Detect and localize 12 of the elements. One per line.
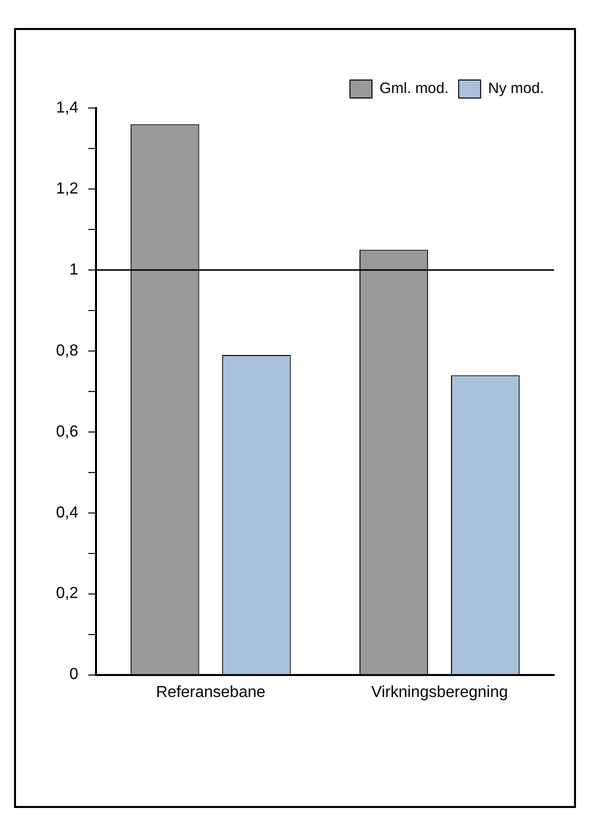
y-tick-label: 1,4 xyxy=(56,99,78,116)
x-tick-label: Referansebane xyxy=(156,684,266,701)
y-tick-label: 1,2 xyxy=(56,180,78,198)
legend-label: Ny mod. xyxy=(488,80,544,98)
y-tick-label: 1 xyxy=(69,261,78,278)
x-tick-label: Virkningsberegning xyxy=(371,684,508,701)
y-tick-label: 0,2 xyxy=(56,585,78,602)
y-tick-label: 0 xyxy=(69,666,78,684)
legend-label: Gml. mod. xyxy=(379,80,449,98)
y-tick-label: 0,8 xyxy=(56,342,78,360)
y-tick-label: 0,4 xyxy=(56,504,78,522)
y-tick-label: 0,6 xyxy=(56,423,78,440)
